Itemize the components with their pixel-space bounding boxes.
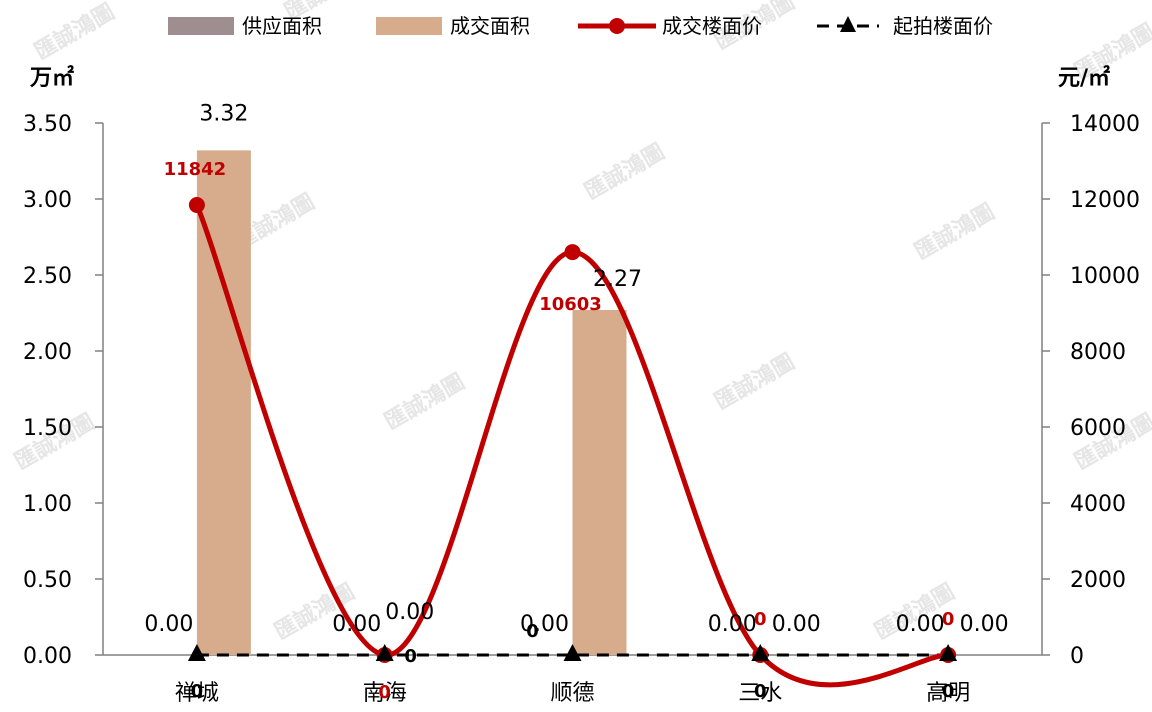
legend: 供应面积 成交面积 成交楼面价 起拍楼面价 (168, 14, 993, 38)
legend-swatch-supply-area (168, 17, 234, 35)
data-label-supply-area: 0.00 (520, 612, 569, 637)
data-label-start-price: 0 (754, 681, 767, 702)
data-label-deal-price: 11842 (164, 159, 227, 180)
legend-marker-deal-price (609, 18, 625, 34)
y-tick-label-right: 6000 (1070, 416, 1126, 441)
data-labels: 0.00 0.00 0.00 0.00 0.003.320.002.270.00 0.00… (144, 101, 1008, 703)
legend-label-deal-price: 成交楼面价 (662, 14, 762, 38)
x-tick-label: 高明 (926, 681, 970, 706)
bar-deal-area (572, 309, 627, 655)
y-tick-label-left: 3.00 (23, 188, 72, 213)
y-tick-label-right: 14000 (1070, 112, 1140, 137)
data-label-deal-area: 3.32 (199, 101, 248, 126)
data-label-deal-price: 0 (942, 609, 955, 630)
y-tick-label-left: 0.00 (23, 644, 72, 669)
y-tick-label-left: 1.00 (23, 492, 72, 517)
lines (187, 197, 958, 688)
data-label-supply-area: 0.00 (708, 612, 757, 637)
legend-label-deal-area: 成交面积 (450, 14, 530, 38)
point-start-price (563, 644, 582, 661)
point-start-price (187, 644, 206, 661)
x-tick-label: 顺德 (550, 681, 594, 706)
x-tick-label: 三水 (738, 681, 782, 706)
y-tick-label-left: 1.50 (23, 416, 72, 441)
data-label-start-price: 0 (404, 646, 417, 667)
data-label-start-price: 0 (942, 681, 955, 702)
data-label-supply-area: 0.00 (144, 612, 193, 637)
y-tick-label-left: 3.50 (23, 112, 72, 137)
legend-label-start-price: 起拍楼面价 (893, 14, 993, 38)
watermark: 匯誠鴻圖 (910, 199, 999, 266)
data-label-supply-area: 0.00 (332, 612, 381, 637)
watermark: 匯誠鴻圖 (710, 349, 799, 416)
y-tick-label-left: 2.50 (23, 264, 72, 289)
x-tick-label: 南海 (363, 681, 407, 706)
data-label-deal-price: 0 (754, 609, 767, 630)
data-label-deal-price: 0 (378, 682, 391, 703)
watermark: 匯誠鴻圖 (380, 369, 469, 436)
y-tick-label-left: 2.00 (23, 340, 72, 365)
data-label-supply-area: 0.00 (896, 612, 945, 637)
data-label-start-price: 0 (191, 681, 204, 702)
data-label-deal-area: 0.00 (772, 612, 821, 637)
data-label-deal-area: 0.00 (960, 612, 1009, 637)
point-start-price (375, 644, 394, 661)
legend-label-supply-area: 供应面积 (242, 14, 322, 38)
data-label-deal-area: 2.27 (593, 267, 642, 292)
y-tick-label-right: 2000 (1070, 568, 1126, 593)
y-tick-label-right: 0 (1070, 644, 1084, 669)
y-tick-label-left: 0.50 (23, 568, 72, 593)
legend-marker-start-price (840, 16, 856, 32)
point-deal-price (188, 197, 205, 214)
point-start-price (751, 644, 770, 661)
axes: 万㎡ 元/㎡ 0.00 0.50 1.00 1.50 2.00 2.50 3.00 3.50 0… (23, 65, 1140, 706)
line-deal-price (194, 204, 949, 688)
y-tick-label-right: 10000 (1070, 264, 1140, 289)
data-label-deal-area: 0.00 (385, 600, 434, 625)
y-axis-unit-left: 万㎡ (29, 65, 74, 91)
y-axis-unit-right: 元/㎡ (1058, 65, 1110, 91)
y-tick-label-right: 8000 (1070, 340, 1126, 365)
watermark: 匯誠鴻圖 (580, 139, 669, 206)
data-label-start-price: 0 (526, 621, 539, 642)
x-tick-label: 禅城 (175, 681, 219, 706)
legend-swatch-deal-area (376, 17, 442, 35)
watermark: 匯誠鴻圖 (30, 0, 119, 65)
point-deal-price (564, 244, 581, 261)
y-tick-label-right: 12000 (1070, 188, 1140, 213)
data-label-deal-price: 10603 (539, 294, 602, 315)
point-start-price (939, 644, 958, 661)
y-tick-label-right: 4000 (1070, 492, 1126, 517)
